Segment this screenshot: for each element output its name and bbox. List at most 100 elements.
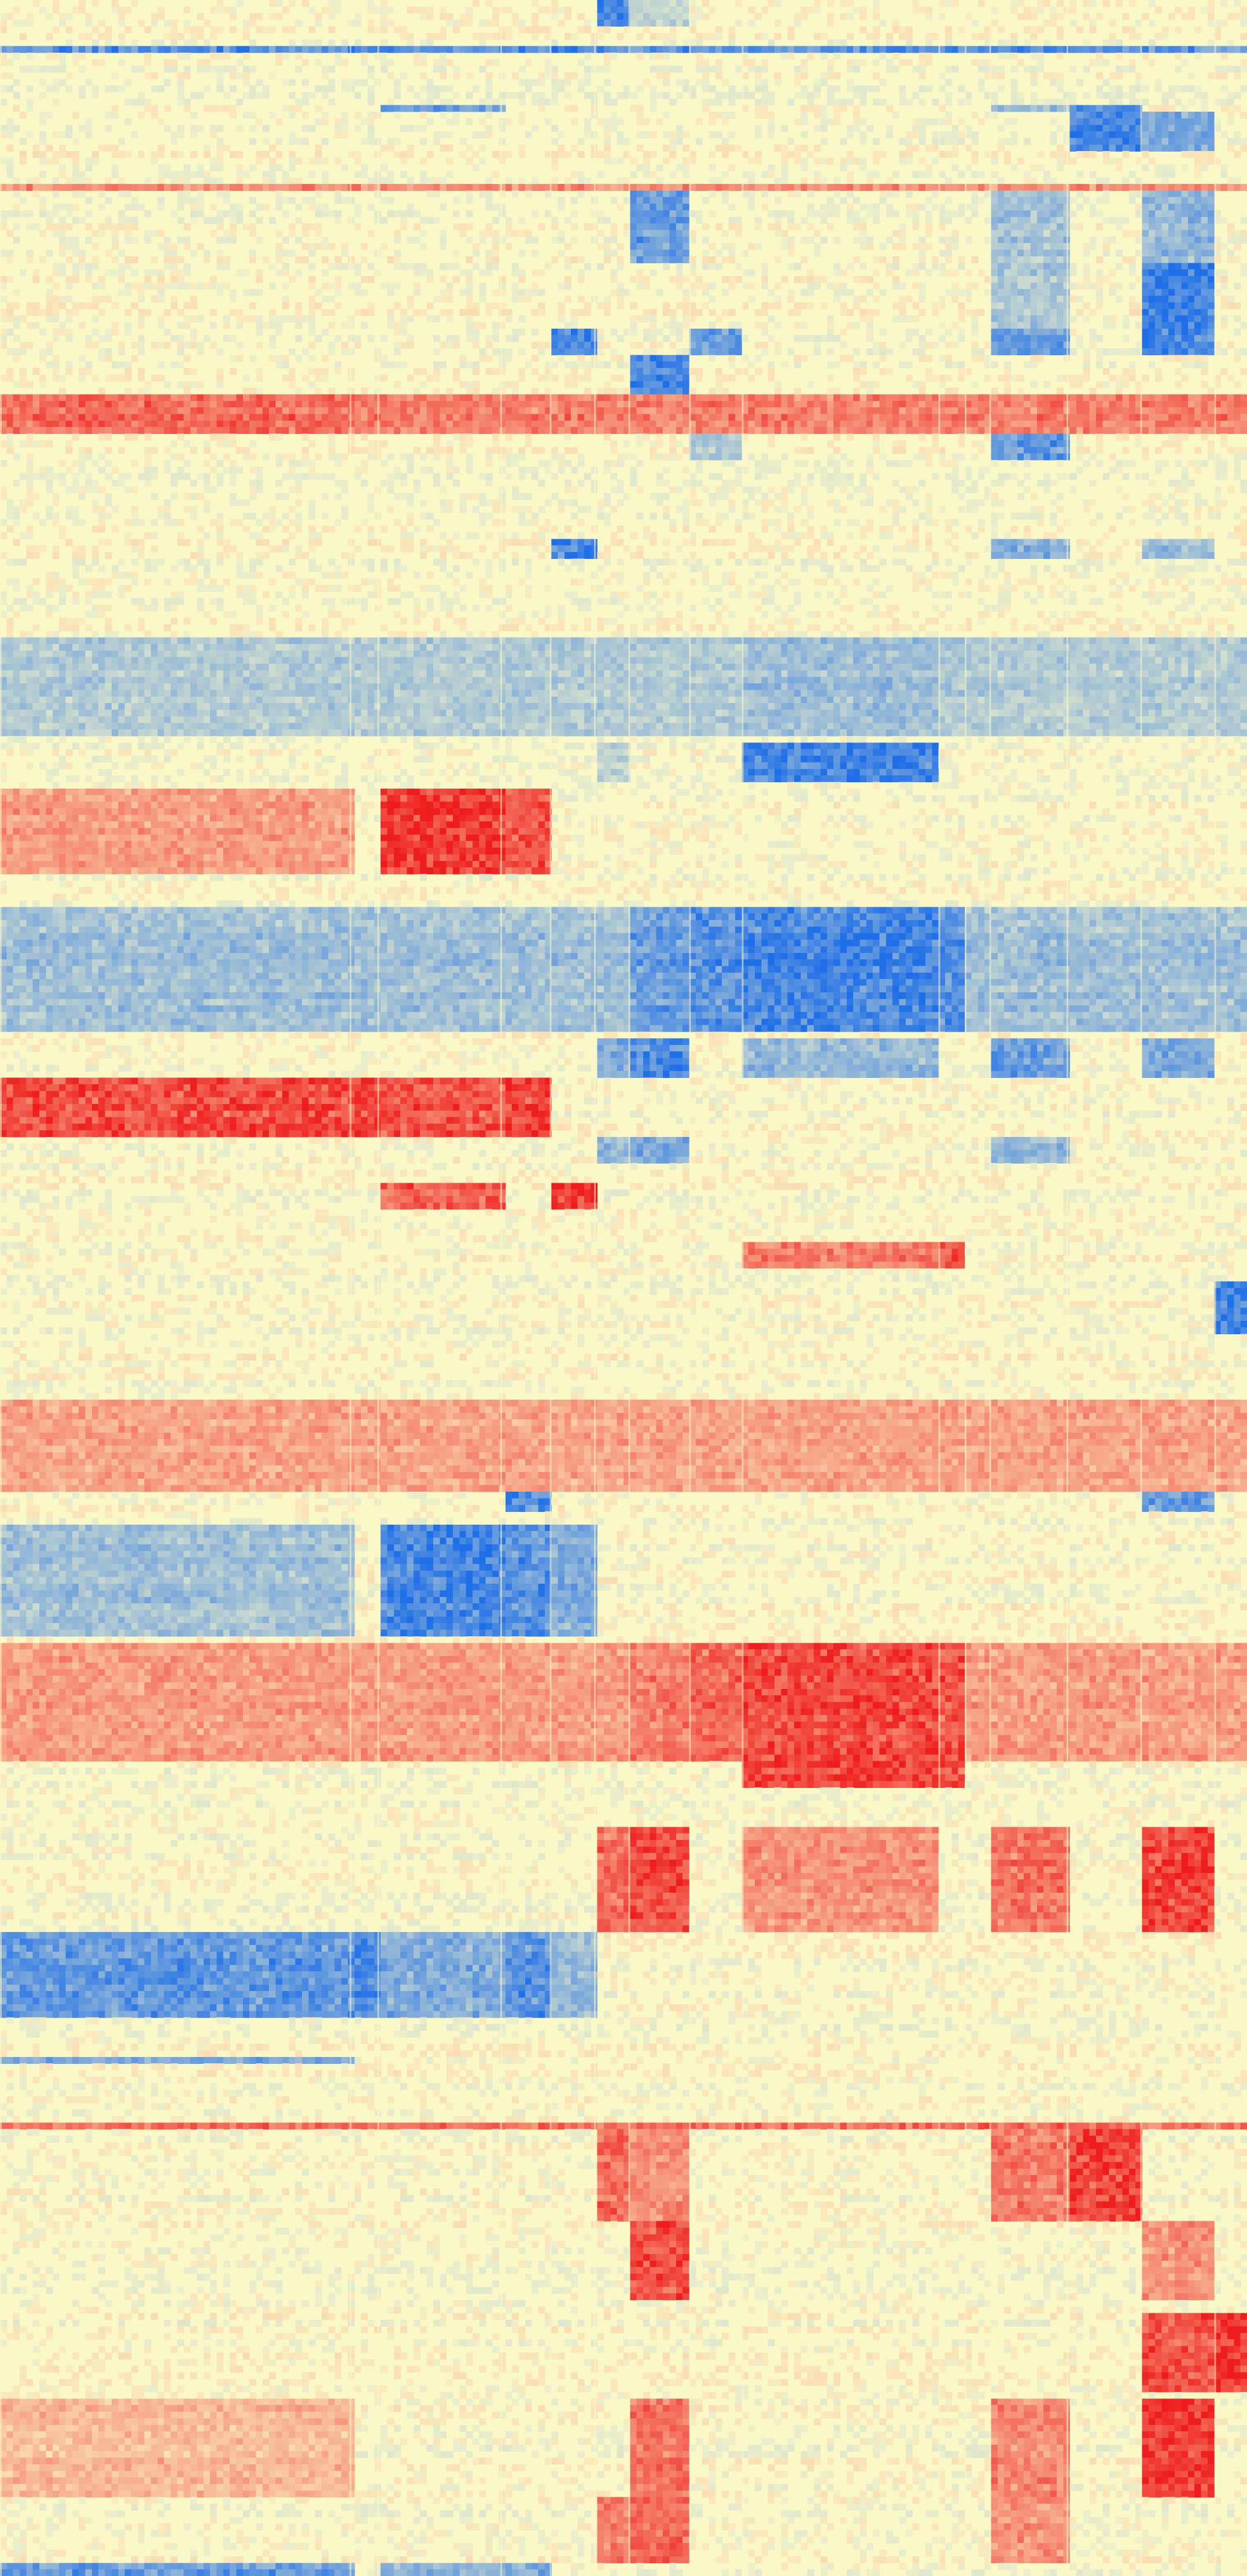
heatmap-cell bbox=[1076, 171, 1083, 178]
heatmap-cell bbox=[1024, 256, 1031, 263]
heatmap-cell bbox=[216, 66, 223, 73]
heatmap-cell bbox=[506, 184, 512, 191]
heatmap-cell bbox=[663, 362, 670, 369]
heatmap-cell bbox=[1175, 145, 1182, 152]
heatmap-cell bbox=[840, 197, 847, 204]
heatmap-cell bbox=[1109, 72, 1116, 79]
heatmap-cell bbox=[20, 270, 27, 277]
heatmap-cell bbox=[387, 309, 394, 316]
heatmap-cell bbox=[440, 26, 447, 33]
heatmap-cell bbox=[1031, 355, 1038, 362]
heatmap-cell bbox=[105, 374, 112, 381]
heatmap-cell bbox=[177, 282, 184, 289]
heatmap-cell bbox=[1175, 223, 1182, 230]
heatmap-cell bbox=[492, 184, 499, 191]
heatmap-cell bbox=[39, 158, 46, 165]
heatmap-cell bbox=[190, 131, 197, 138]
heatmap-cell bbox=[216, 256, 223, 263]
heatmap-cell bbox=[1017, 197, 1024, 204]
heatmap-cell bbox=[59, 66, 66, 73]
heatmap-cell bbox=[367, 276, 374, 283]
heatmap-cell bbox=[1182, 118, 1189, 125]
heatmap-cell bbox=[958, 210, 965, 217]
heatmap-cell bbox=[761, 92, 768, 99]
heatmap-cell bbox=[355, 151, 361, 158]
heatmap-cell bbox=[407, 145, 414, 152]
heatmap-cell bbox=[1149, 256, 1156, 263]
heatmap-cell bbox=[387, 282, 394, 289]
heatmap-cell bbox=[958, 46, 965, 53]
heatmap-cell bbox=[328, 342, 335, 349]
heatmap-cell bbox=[669, 197, 676, 204]
heatmap-cell bbox=[269, 158, 276, 165]
heatmap-cell bbox=[184, 223, 191, 230]
heatmap-cell bbox=[571, 33, 578, 40]
heatmap-cell bbox=[328, 66, 335, 73]
heatmap-cell bbox=[709, 66, 716, 73]
heatmap-cell bbox=[1010, 256, 1017, 263]
heatmap-cell bbox=[630, 171, 637, 178]
heatmap-cell bbox=[788, 289, 795, 296]
heatmap-cell bbox=[807, 223, 814, 230]
heatmap-cell bbox=[748, 66, 755, 73]
heatmap-cell bbox=[308, 171, 315, 178]
heatmap-cell bbox=[381, 197, 388, 204]
heatmap-cell bbox=[1017, 59, 1024, 66]
heatmap-cell bbox=[453, 112, 460, 119]
heatmap-cell bbox=[427, 217, 434, 224]
heatmap-cell bbox=[177, 46, 184, 53]
heatmap-cell bbox=[1004, 204, 1011, 211]
heatmap-cell bbox=[584, 374, 591, 381]
heatmap-cell bbox=[1227, 112, 1234, 119]
heatmap-cell bbox=[276, 243, 283, 250]
heatmap-cell bbox=[53, 66, 60, 73]
heatmap-cell bbox=[118, 33, 125, 40]
heatmap-cell bbox=[492, 20, 499, 27]
heatmap-cell bbox=[551, 125, 558, 132]
heatmap-cell bbox=[748, 46, 755, 53]
heatmap-cell bbox=[682, 197, 689, 204]
heatmap-cell bbox=[1010, 98, 1017, 105]
heatmap-cell bbox=[420, 46, 427, 53]
heatmap-cell bbox=[433, 105, 440, 112]
heatmap-cell bbox=[643, 79, 650, 86]
heatmap-cell bbox=[328, 348, 335, 355]
heatmap-cell bbox=[1194, 131, 1201, 138]
heatmap-cell bbox=[1096, 86, 1103, 93]
heatmap-cell bbox=[853, 118, 860, 125]
heatmap-cell bbox=[1227, 302, 1234, 309]
heatmap-cell bbox=[112, 329, 119, 336]
heatmap-cell bbox=[1221, 131, 1228, 138]
heatmap-cell bbox=[610, 374, 617, 381]
heatmap-cell bbox=[453, 342, 460, 349]
heatmap-cell bbox=[433, 374, 440, 381]
heatmap-cell bbox=[800, 237, 807, 244]
heatmap-cell bbox=[794, 13, 801, 20]
heatmap-cell bbox=[873, 171, 880, 178]
heatmap-cell bbox=[761, 79, 768, 86]
heatmap-cell bbox=[637, 230, 644, 237]
heatmap-cell bbox=[1129, 66, 1136, 73]
heatmap-cell bbox=[1090, 125, 1097, 132]
heatmap-cell bbox=[1004, 184, 1011, 191]
heatmap-cell bbox=[1234, 355, 1241, 362]
heatmap-cell bbox=[565, 243, 571, 250]
heatmap-cell bbox=[696, 79, 703, 86]
heatmap-cell bbox=[276, 118, 283, 125]
heatmap-cell bbox=[866, 184, 873, 191]
heatmap-cell bbox=[1122, 138, 1129, 145]
heatmap-cell bbox=[400, 105, 407, 112]
heatmap-cell bbox=[729, 33, 736, 40]
heatmap-cell bbox=[735, 335, 742, 342]
heatmap-cell bbox=[991, 329, 998, 336]
heatmap-cell bbox=[847, 46, 854, 53]
heatmap-cell bbox=[755, 72, 762, 79]
heatmap-cell bbox=[308, 263, 315, 270]
heatmap-cell bbox=[971, 131, 978, 138]
heatmap-cell bbox=[1129, 112, 1136, 119]
heatmap-cell bbox=[157, 151, 164, 158]
heatmap-cell bbox=[59, 131, 66, 138]
heatmap-cell bbox=[1194, 164, 1201, 171]
heatmap-cell bbox=[1182, 13, 1189, 20]
heatmap-cell bbox=[571, 368, 578, 375]
